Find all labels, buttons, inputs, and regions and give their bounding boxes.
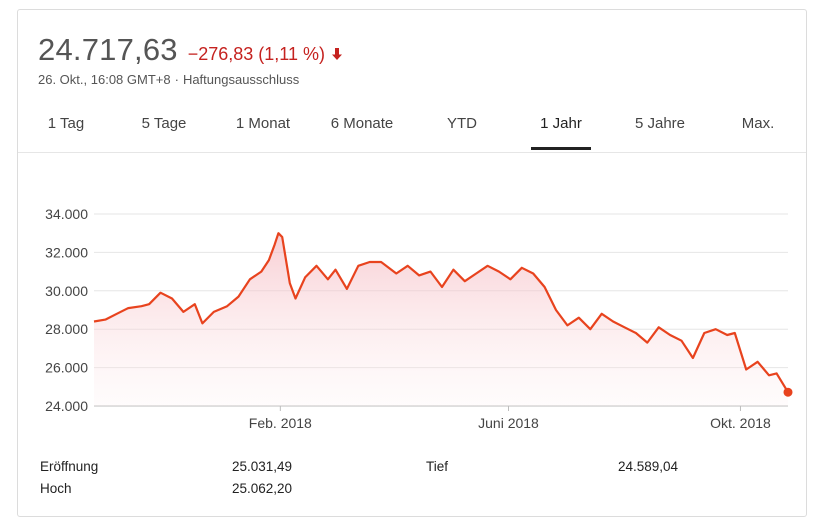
y-axis: 24.000 26.000 28.000 30.000 32.000 34.000 <box>45 206 88 414</box>
tab-5-years[interactable]: 5 Jahre <box>634 115 686 132</box>
price-area <box>94 233 788 406</box>
range-tabs: 1 Tag 5 Tage 1 Monat 6 Monate YTD 1 Jahr… <box>18 104 806 153</box>
x-tick-label: Feb. 2018 <box>249 415 312 431</box>
stock-card: 24.717,63 −276,83 (1,11 %) 26. Okt., 16:… <box>17 9 807 517</box>
price-chart: 24.000 26.000 28.000 30.000 32.000 34.000 Feb… <box>45 206 793 431</box>
tab-1-month[interactable]: 1 Monat <box>235 115 291 132</box>
arrow-down-icon <box>331 47 343 61</box>
meta-separator: · <box>174 72 179 87</box>
y-tick-label: 30.000 <box>45 283 88 299</box>
x-tick-label: Okt. 2018 <box>710 415 771 431</box>
price-change: −276,83 (1,11 %) <box>187 44 325 64</box>
current-price: 24.717,63 <box>38 32 178 67</box>
y-tick-label: 28.000 <box>45 321 88 337</box>
y-tick-label: 26.000 <box>45 360 88 376</box>
tab-ytd[interactable]: YTD <box>447 115 477 132</box>
tab-1-day[interactable]: 1 Tag <box>47 115 85 132</box>
tab-6-months[interactable]: 6 Monate <box>330 115 394 132</box>
stat-open-label: Eröffnung <box>40 459 99 474</box>
x-tick-label: Juni 2018 <box>478 415 539 431</box>
y-tick-label: 24.000 <box>45 398 88 414</box>
tab-5-days[interactable]: 5 Tage <box>141 115 187 132</box>
stat-open-value: 25.031,49 <box>232 459 293 474</box>
tab-1-year[interactable]: 1 Jahr <box>531 104 591 150</box>
stat-high-value: 25.062,20 <box>232 481 293 496</box>
price-row: 24.717,63 −276,83 (1,11 %) <box>38 32 343 68</box>
y-tick-label: 34.000 <box>45 206 88 222</box>
y-tick-label: 32.000 <box>45 244 88 260</box>
stat-high-label: Hoch <box>40 481 72 496</box>
last-price-marker <box>783 387 793 397</box>
stat-low-label: Tief <box>426 459 449 474</box>
price-line <box>93 232 789 393</box>
x-axis: Feb. 2018 Juni 2018 Okt. 2018 <box>249 406 771 431</box>
disclaimer-link[interactable]: Haftungsausschluss <box>182 72 300 87</box>
quote-timestamp: 26. Okt., 16:08 GMT+8 <box>38 72 171 87</box>
tab-max[interactable]: Max. <box>741 115 775 132</box>
stat-low-value: 24.589,04 <box>618 459 679 474</box>
quote-meta: 26. Okt., 16:08 GMT+8 · Haftungsausschluss <box>38 72 299 87</box>
